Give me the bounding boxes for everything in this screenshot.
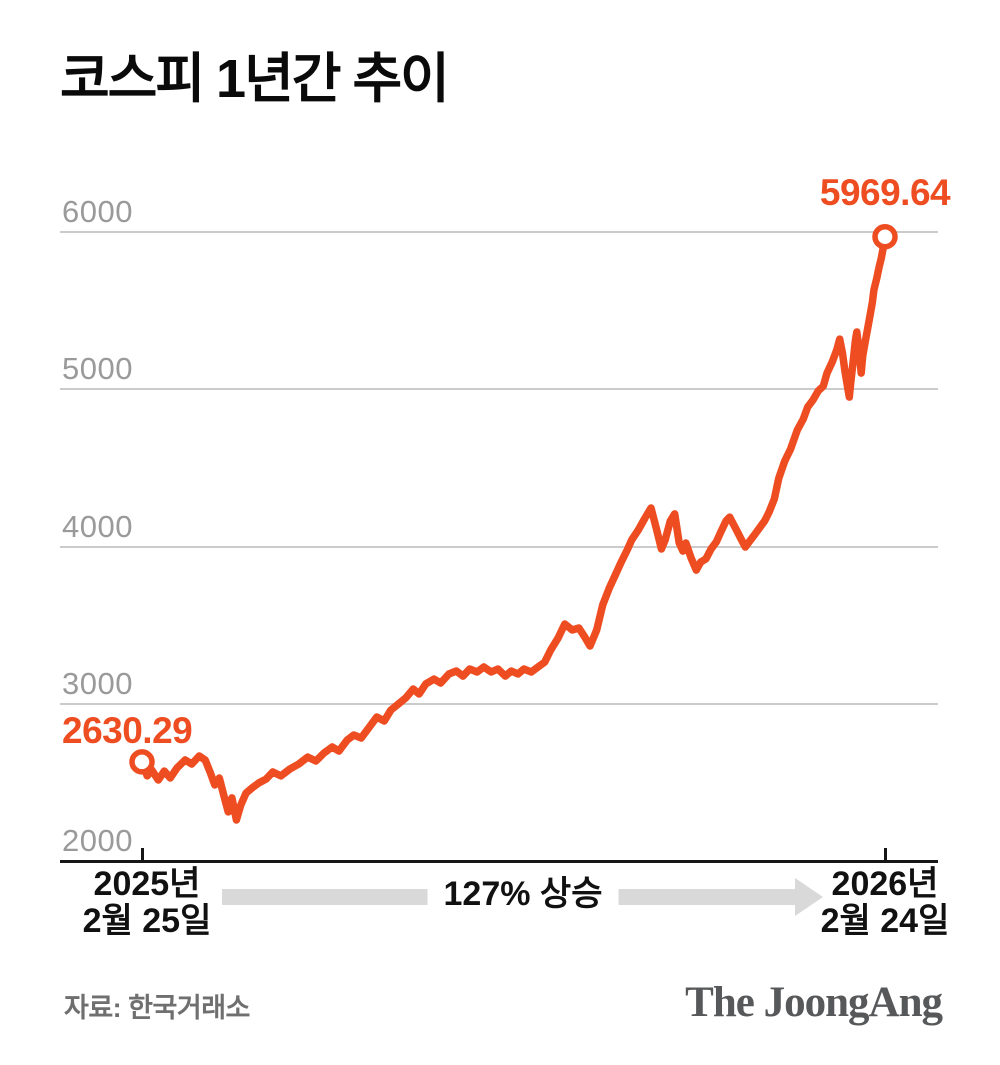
gridline-4000: [60, 545, 938, 548]
y-tick-label-5000: 5000: [62, 351, 133, 387]
gridline-5000: [60, 388, 938, 391]
start-point-marker: [129, 749, 155, 775]
y-tick-label-4000: 4000: [62, 508, 133, 544]
end-date-day: 2월 24일: [820, 902, 950, 940]
gridline-6000: [60, 231, 938, 233]
end-date-year: 2026년: [831, 865, 939, 903]
gridline-3000: [60, 702, 938, 705]
x-tick-end: [883, 848, 887, 861]
end-point-marker: [872, 224, 898, 250]
source-credit: 자료: 한국거래소: [64, 993, 250, 1023]
x-axis-start-date: 2025년 2월 25일: [83, 866, 212, 940]
start-date-day: 2월 25일: [82, 902, 212, 940]
x-axis-end-date: 2026년 2월 24일: [821, 866, 950, 940]
joongang-logo: The JoongAng: [685, 979, 943, 1026]
chart-title: 코스피 1년간 추이: [60, 49, 450, 109]
y-tick-label-2000: 2000: [62, 823, 133, 858]
x-axis-line: [60, 860, 938, 863]
end-value-label: 5969.64: [819, 172, 951, 213]
increase-percent-label: 127% 상승: [427, 872, 619, 916]
start-date-year: 2025년: [93, 865, 201, 903]
increase-arrow-head-icon: [795, 878, 823, 916]
start-value-label: 2630.29: [62, 710, 193, 751]
y-tick-label-6000: 6000: [62, 194, 133, 229]
x-tick-start: [140, 848, 144, 861]
y-tick-label-3000: 3000: [62, 665, 133, 701]
kospi-series-line: [138, 233, 889, 824]
